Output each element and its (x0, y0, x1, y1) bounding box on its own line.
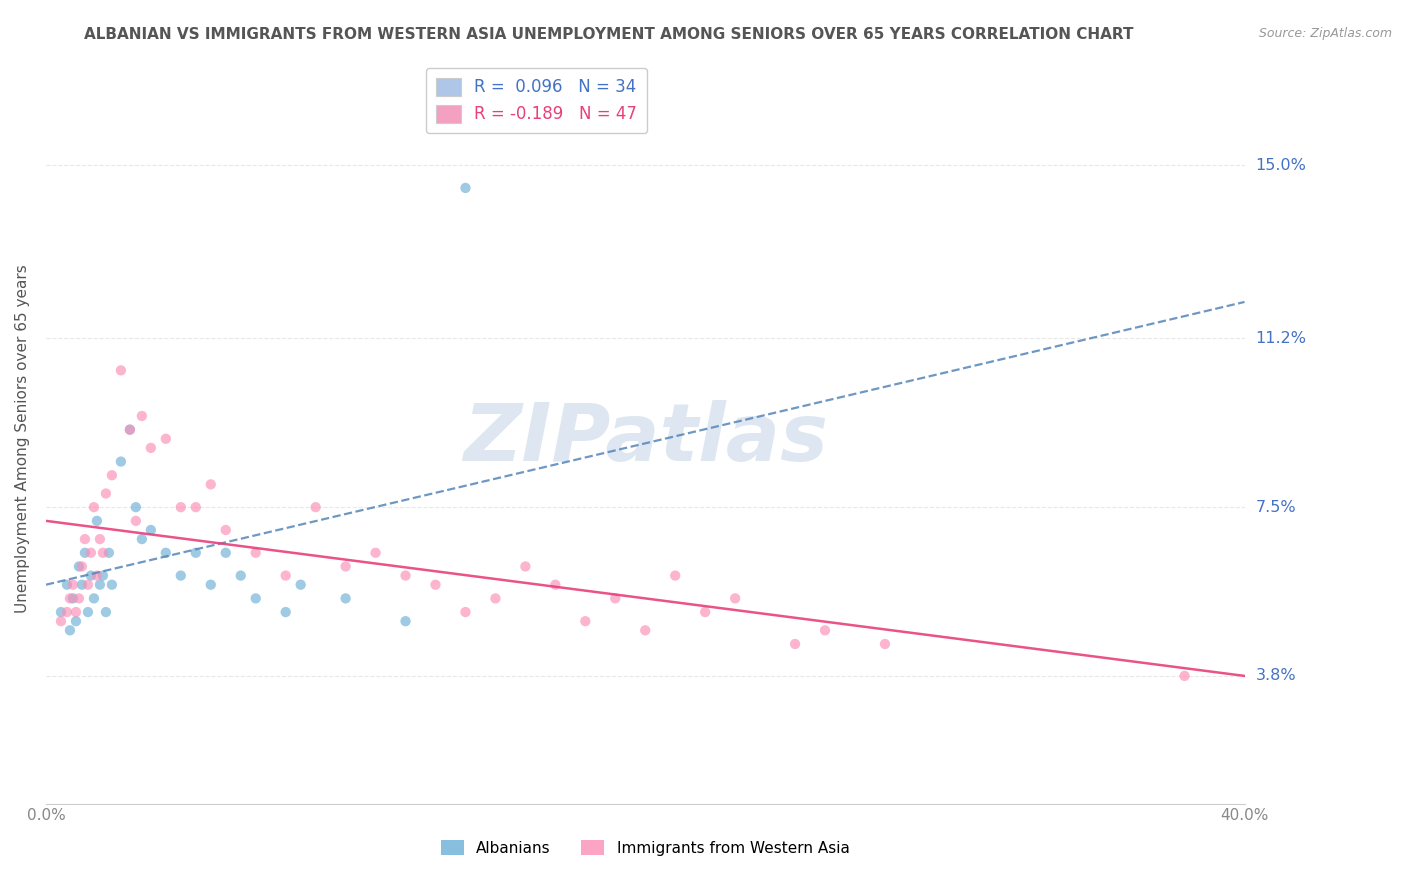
Point (695, 605, 717, 619)
Point (94, 605, 117, 619)
Point (290, 578, 312, 592)
Point (814, 624, 837, 638)
Point (89, 532, 111, 546)
Point (425, 578, 447, 592)
Point (131, 532, 153, 546)
Point (101, 468, 124, 483)
Point (118, 423, 141, 437)
Point (184, 546, 207, 560)
Point (394, 614, 416, 628)
Point (67, 559, 90, 574)
Point (364, 546, 387, 560)
Point (170, 500, 193, 515)
Point (229, 568, 252, 582)
Point (62, 578, 84, 592)
Point (1174, 669, 1197, 683)
Point (65, 614, 87, 628)
Text: ALBANIAN VS IMMIGRANTS FROM WESTERN ASIA UNEMPLOYMENT AMONG SENIORS OVER 65 YEAR: ALBANIAN VS IMMIGRANTS FROM WESTERN ASIA… (84, 27, 1133, 42)
Point (49, 605, 72, 619)
Point (110, 363, 132, 377)
Point (73, 532, 96, 546)
Point (125, 500, 148, 515)
Point (101, 578, 124, 592)
Point (724, 591, 747, 606)
Point (664, 568, 686, 582)
Point (484, 591, 506, 606)
Point (574, 614, 596, 628)
Point (65, 605, 87, 619)
Point (80, 568, 103, 582)
Point (67, 591, 90, 606)
Point (274, 605, 297, 619)
Point (783, 637, 806, 651)
Point (59, 624, 82, 638)
Point (118, 423, 141, 437)
Point (59, 591, 82, 606)
Text: 7.5%: 7.5% (1256, 500, 1296, 515)
Point (873, 637, 896, 651)
Point (155, 432, 177, 446)
Point (70, 559, 93, 574)
Point (139, 441, 162, 455)
Point (110, 454, 132, 468)
Point (86, 514, 108, 528)
Point (77, 578, 100, 592)
Point (125, 514, 148, 528)
Point (80, 546, 103, 560)
Point (139, 523, 162, 537)
Point (56, 605, 79, 619)
Point (454, 605, 477, 619)
Point (73, 546, 96, 560)
Point (335, 591, 357, 606)
Point (155, 546, 177, 560)
Point (200, 578, 222, 592)
Point (49, 614, 72, 628)
Point (170, 568, 193, 582)
Point (91, 568, 114, 582)
Point (56, 578, 79, 592)
Point (274, 568, 297, 582)
Text: Source: ZipAtlas.com: Source: ZipAtlas.com (1258, 27, 1392, 40)
Point (97, 546, 120, 560)
Point (91, 546, 114, 560)
Point (454, 181, 477, 195)
Point (245, 546, 267, 560)
Point (335, 559, 357, 574)
Point (77, 605, 100, 619)
Point (634, 624, 657, 638)
Legend: R =  0.096   N = 34, R = -0.189   N = 47: R = 0.096 N = 34, R = -0.189 N = 47 (426, 68, 647, 133)
Point (605, 591, 627, 606)
Point (305, 500, 328, 515)
Point (83, 500, 105, 515)
Y-axis label: Unemployment Among Seniors over 65 years: Unemployment Among Seniors over 65 years (15, 264, 30, 613)
Point (245, 591, 267, 606)
Point (83, 591, 105, 606)
Text: 11.2%: 11.2% (1256, 331, 1306, 346)
Point (62, 591, 84, 606)
Point (200, 477, 222, 491)
Point (131, 409, 153, 423)
Text: ZIPatlas: ZIPatlas (463, 400, 828, 478)
Text: 3.8%: 3.8% (1256, 668, 1296, 683)
Point (184, 500, 207, 515)
Text: 15.0%: 15.0% (1256, 158, 1306, 173)
Point (89, 578, 111, 592)
Point (70, 578, 93, 592)
Point (544, 578, 567, 592)
Point (515, 559, 537, 574)
Point (394, 568, 416, 582)
Point (94, 486, 117, 500)
Point (215, 523, 238, 537)
Point (215, 546, 238, 560)
Point (86, 568, 108, 582)
